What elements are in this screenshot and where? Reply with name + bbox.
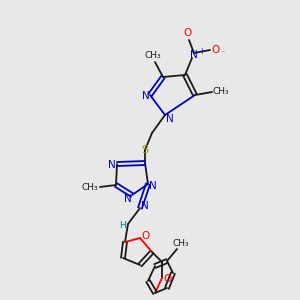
Text: CH₃: CH₃ [213,86,229,95]
Text: N: N [124,194,132,204]
Text: ⁻: ⁻ [221,49,225,58]
Text: CH₃: CH₃ [145,52,161,61]
Text: N: N [149,181,157,191]
Text: N: N [108,160,116,170]
Text: CH₃: CH₃ [82,184,98,193]
Text: N: N [166,114,174,124]
Text: O: O [163,274,171,284]
Text: O: O [141,231,149,241]
Text: CH₃: CH₃ [173,238,189,247]
Text: N: N [141,201,149,211]
Text: N: N [142,91,150,101]
Text: S: S [141,145,148,155]
Text: O: O [212,45,220,55]
Text: +: + [198,46,204,56]
Text: H: H [118,220,125,230]
Text: N: N [190,50,198,60]
Text: O: O [184,28,192,38]
